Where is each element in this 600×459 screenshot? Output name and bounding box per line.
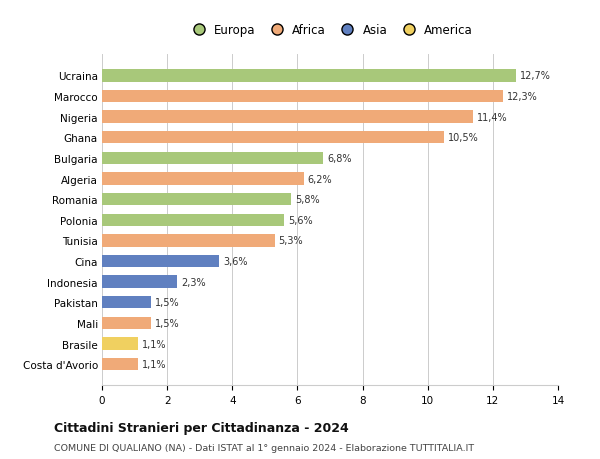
Text: COMUNE DI QUALIANO (NA) - Dati ISTAT al 1° gennaio 2024 - Elaborazione TUTTITALI: COMUNE DI QUALIANO (NA) - Dati ISTAT al … [54, 443, 474, 452]
Text: 11,4%: 11,4% [477, 112, 508, 123]
Bar [102, 132, 444, 144]
Bar [102, 173, 304, 185]
Bar [102, 194, 291, 206]
Text: 3,6%: 3,6% [223, 257, 248, 267]
Bar [102, 317, 151, 330]
Bar [102, 91, 503, 103]
Text: 5,3%: 5,3% [278, 236, 303, 246]
Text: 6,2%: 6,2% [308, 174, 332, 184]
Text: 12,7%: 12,7% [520, 71, 550, 81]
Bar [102, 152, 323, 165]
Text: Cittadini Stranieri per Cittadinanza - 2024: Cittadini Stranieri per Cittadinanza - 2… [54, 421, 349, 435]
Legend: Europa, Africa, Asia, America: Europa, Africa, Asia, America [185, 21, 475, 39]
Bar [102, 297, 151, 309]
Text: 10,5%: 10,5% [448, 133, 479, 143]
Text: 1,5%: 1,5% [155, 318, 179, 328]
Text: 1,1%: 1,1% [142, 359, 166, 369]
Text: 5,8%: 5,8% [295, 195, 319, 205]
Bar [102, 338, 138, 350]
Bar [102, 214, 284, 226]
Bar [102, 358, 138, 370]
Bar [102, 235, 275, 247]
Bar [102, 70, 515, 83]
Bar [102, 111, 473, 123]
Text: 6,8%: 6,8% [328, 154, 352, 163]
Text: 5,6%: 5,6% [289, 215, 313, 225]
Text: 2,3%: 2,3% [181, 277, 205, 287]
Text: 12,3%: 12,3% [506, 92, 537, 102]
Bar [102, 255, 219, 268]
Text: 1,5%: 1,5% [155, 297, 179, 308]
Bar [102, 276, 177, 288]
Text: 1,1%: 1,1% [142, 339, 166, 349]
